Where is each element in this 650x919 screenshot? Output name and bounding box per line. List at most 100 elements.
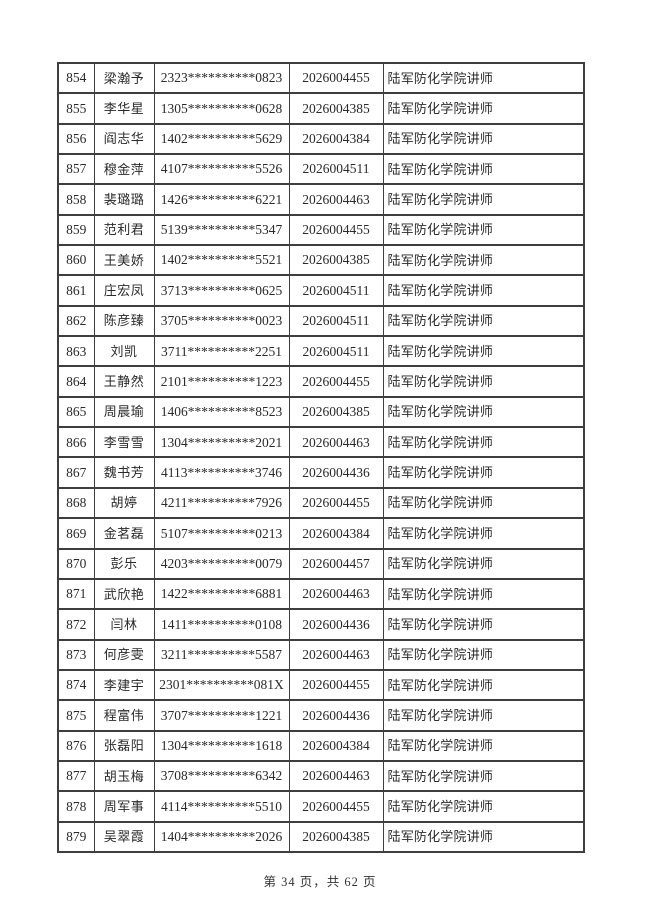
title-cell: 陆军防化学院讲师 — [382, 820, 585, 854]
seq-cell: 873 — [57, 638, 95, 671]
name-cell: 程富伟 — [93, 699, 155, 732]
seq-cell: 878 — [57, 790, 95, 823]
name-cell: 金茗磊 — [93, 517, 155, 550]
id-cell: 5107**********0213 — [153, 517, 290, 550]
id-cell: 1422**********6881 — [153, 577, 290, 611]
table-row: 874 李建宇 2301**********081X 2026004455 陆军防化学院… — [57, 668, 585, 702]
code-cell: 2026004511 — [288, 153, 384, 186]
table-row: 860 王美娇 1402**********5521 2026004385 陆军防化学院… — [57, 244, 585, 277]
title-cell: 陆军防化学院讲师 — [382, 668, 585, 702]
name-cell: 张磊阳 — [93, 729, 155, 762]
seq-cell: 871 — [57, 577, 95, 611]
table-row: 876 张磊阳 1304**********1618 2026004384 陆军防化学院… — [57, 729, 585, 762]
code-cell: 2026004436 — [288, 456, 384, 489]
id-cell: 3708**********6342 — [153, 759, 290, 793]
code-cell: 2026004457 — [288, 547, 384, 580]
name-cell: 胡婷 — [93, 486, 155, 520]
id-cell: 1402**********5521 — [153, 244, 290, 277]
title-cell: 陆军防化学院讲师 — [382, 547, 585, 580]
id-cell: 2101**********1223 — [153, 365, 290, 398]
id-cell: 4107**********5526 — [153, 153, 290, 186]
code-cell: 2026004511 — [288, 335, 384, 368]
table-row: 862 陈彦臻 3705**********0023 2026004511 陆军防化学院… — [57, 304, 585, 338]
title-cell: 陆军防化学院讲师 — [382, 790, 585, 823]
page-footer: 第 34 页，共 62 页 — [263, 875, 377, 889]
table-row: 854 梁瀚予 2323**********0823 2026004455 陆军防化学院… — [57, 61, 585, 95]
seq-cell: 861 — [57, 274, 95, 307]
code-cell: 2026004436 — [288, 699, 384, 732]
name-cell: 何彦雯 — [93, 638, 155, 671]
table-row: 878 周军事 4114**********5510 2026004455 陆军防化学院… — [57, 790, 585, 823]
name-cell: 吴翠霞 — [93, 820, 155, 854]
name-cell: 闫林 — [93, 608, 155, 641]
code-cell: 2026004511 — [288, 274, 384, 307]
code-cell: 2026004455 — [288, 486, 384, 520]
id-cell: 1304**********2021 — [153, 426, 290, 459]
title-cell: 陆军防化学院讲师 — [382, 122, 585, 156]
code-cell: 2026004463 — [288, 183, 384, 216]
id-cell: 1304**********1618 — [153, 729, 290, 762]
code-cell: 2026004455 — [288, 213, 384, 247]
table-row: 875 程富伟 3707**********1221 2026004436 陆军防化学院… — [57, 699, 585, 732]
code-cell: 2026004511 — [288, 304, 384, 338]
id-cell: 3711**********2251 — [153, 335, 290, 368]
seq-cell: 869 — [57, 517, 95, 550]
table-row: 857 穆金萍 4107**********5526 2026004511 陆军防化学院… — [57, 153, 585, 186]
table-row: 877 胡玉梅 3708**********6342 2026004463 陆军防化学院… — [57, 759, 585, 793]
name-cell: 魏书芳 — [93, 456, 155, 489]
id-cell: 1426**********6221 — [153, 183, 290, 216]
id-cell: 1404**********2026 — [153, 820, 290, 854]
name-cell: 阎志华 — [93, 122, 155, 156]
seq-cell: 874 — [57, 668, 95, 702]
name-cell: 裴璐璐 — [93, 183, 155, 216]
code-cell: 2026004463 — [288, 638, 384, 671]
name-cell: 李华星 — [93, 92, 155, 125]
title-cell: 陆军防化学院讲师 — [382, 213, 585, 247]
id-cell: 3211**********5587 — [153, 638, 290, 671]
code-cell: 2026004436 — [288, 608, 384, 641]
seq-cell: 862 — [57, 304, 95, 338]
name-cell: 梁瀚予 — [93, 61, 155, 95]
seq-cell: 854 — [57, 61, 95, 95]
seq-cell: 857 — [57, 153, 95, 186]
code-cell: 2026004384 — [288, 517, 384, 550]
seq-cell: 872 — [57, 608, 95, 641]
id-cell: 4114**********5510 — [153, 790, 290, 823]
table-row: 858 裴璐璐 1426**********6221 2026004463 陆军防化学院… — [57, 183, 585, 216]
code-cell: 2026004385 — [288, 244, 384, 277]
code-cell: 2026004455 — [288, 365, 384, 398]
table-row: 863 刘凯 3711**********2251 2026004511 陆军防化学院讲… — [57, 335, 585, 368]
table-row: 861 庄宏凤 3713**********0625 2026004511 陆军防化学院… — [57, 274, 585, 307]
table-row: 871 武欣艳 1422**********6881 2026004463 陆军防化学院… — [57, 577, 585, 611]
code-cell: 2026004455 — [288, 668, 384, 702]
code-cell: 2026004463 — [288, 577, 384, 611]
title-cell: 陆军防化学院讲师 — [382, 183, 585, 216]
title-cell: 陆军防化学院讲师 — [382, 638, 585, 671]
title-cell: 陆军防化学院讲师 — [382, 608, 585, 641]
title-cell: 陆军防化学院讲师 — [382, 577, 585, 611]
id-cell: 3705**********0023 — [153, 304, 290, 338]
roster-table-container: 854 梁瀚予 2323**********0823 2026004455 陆军防化学院… — [57, 61, 585, 854]
name-cell: 庄宏凤 — [93, 274, 155, 307]
seq-cell: 877 — [57, 759, 95, 793]
seq-cell: 870 — [57, 547, 95, 580]
table-row: 864 王静然 2101**********1223 2026004455 陆军防化学院… — [57, 365, 585, 398]
title-cell: 陆军防化学院讲师 — [382, 365, 585, 398]
id-cell: 2323**********0823 — [153, 61, 290, 95]
seq-cell: 876 — [57, 729, 95, 762]
name-cell: 武欣艳 — [93, 577, 155, 611]
table-row: 872 闫林 1411**********0108 2026004436 陆军防化学院讲… — [57, 608, 585, 641]
name-cell: 陈彦臻 — [93, 304, 155, 338]
id-cell: 5139**********5347 — [153, 213, 290, 247]
title-cell: 陆军防化学院讲师 — [382, 517, 585, 550]
id-cell: 1305**********0628 — [153, 92, 290, 125]
table-row: 866 李雪雪 1304**********2021 2026004463 陆军防化学院… — [57, 426, 585, 459]
code-cell: 2026004385 — [288, 820, 384, 854]
id-cell: 4113**********3746 — [153, 456, 290, 489]
table-row: 879 吴翠霞 1404**********2026 2026004385 陆军防化学院… — [57, 820, 585, 854]
code-cell: 2026004384 — [288, 729, 384, 762]
title-cell: 陆军防化学院讲师 — [382, 395, 585, 429]
table-row: 870 彭乐 4203**********0079 2026004457 陆军防化学院讲… — [57, 547, 585, 580]
title-cell: 陆军防化学院讲师 — [382, 699, 585, 732]
